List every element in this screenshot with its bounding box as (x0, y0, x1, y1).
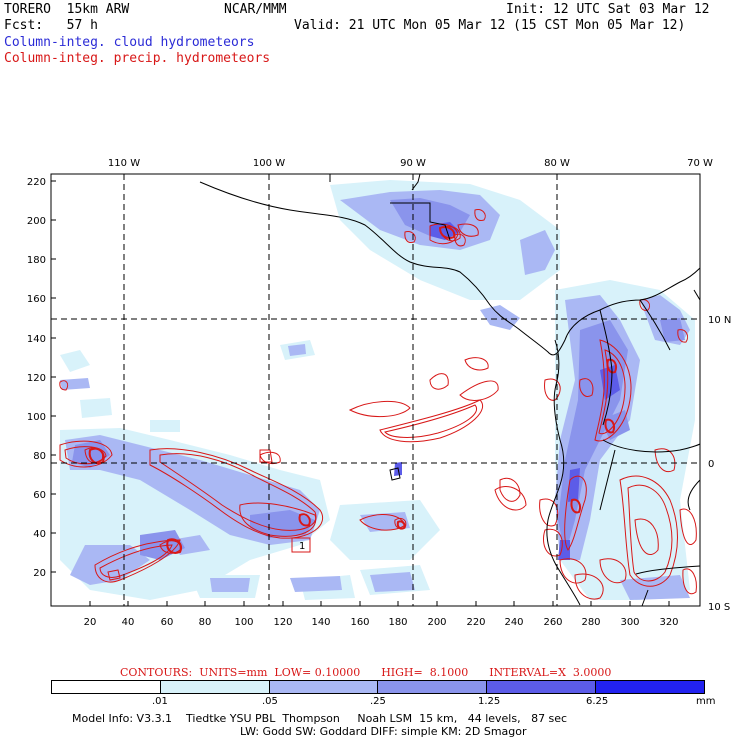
y-tick-label: 100 (27, 412, 46, 423)
color-bar-bin (596, 681, 704, 693)
x-tick-label: 260 (543, 617, 562, 628)
plot-frame (50, 173, 701, 607)
x-tick-label: 100 (234, 617, 253, 628)
org-name: NCAR/MMM (224, 2, 287, 17)
x-tick-label: 120 (273, 617, 292, 628)
y-axis-labels: 220 200 180 160 140 120 100 80 60 40 20 (27, 177, 46, 579)
latitude-labels: 10 N 0 10 S (708, 315, 731, 613)
color-bar-bin (378, 681, 488, 693)
x-tick-label: 80 (199, 617, 212, 628)
lon-label: 70 W (687, 158, 713, 169)
lat-label: 0 (708, 459, 714, 470)
y-tick-label: 60 (33, 490, 46, 501)
longitude-labels: 110 W 100 W 90 W 80 W 70 W (108, 158, 713, 169)
x-tick-label: 20 (84, 617, 97, 628)
y-tick-label: 120 (27, 373, 46, 384)
y-tick-label: 220 (27, 177, 46, 188)
x-tick-label: 60 (161, 617, 174, 628)
x-axis-labels: 20 40 60 80 100 120 140 160 180 200 220 … (84, 617, 679, 628)
lat-label: 10 N (708, 315, 731, 326)
precip-contours-heavy (88, 226, 618, 554)
forecast-hour: Fcst: 57 h (4, 18, 98, 33)
x-tick-label: 300 (620, 617, 639, 628)
y-tick-label: 140 (27, 334, 46, 345)
x-tick-label: 320 (659, 617, 678, 628)
valid-time: Valid: 21 UTC Mon 05 Mar 12 (15 CST Mon … (294, 18, 686, 33)
x-tick-label: 200 (427, 617, 446, 628)
model-name: TORERO 15km ARW (4, 2, 130, 17)
low-marker-box (291, 537, 311, 553)
y-tick-label: 40 (33, 529, 46, 540)
contours-info: CONTOURS: UNITS=mm LOW= 0.10000 HIGH= 8.… (120, 666, 612, 679)
lon-label: 80 W (544, 158, 570, 169)
lon-label: 90 W (400, 158, 426, 169)
init-time: Init: 12 UTC Sat 03 Mar 12 (506, 2, 710, 17)
y-tick-label: 200 (27, 216, 46, 227)
coastlines (199, 173, 701, 607)
x-tick-label: 140 (311, 617, 330, 628)
color-bar-label: .01 (152, 696, 168, 707)
low-marker-label: 1 (299, 541, 305, 552)
y-tick-label: 160 (27, 294, 46, 305)
color-bar-label: 6.25 (586, 696, 609, 707)
field-precip-label: Column-integ. precip. hydrometeors (4, 51, 271, 66)
color-bar-unit: mm (696, 696, 716, 707)
physics-info: LW: Godd SW: Goddard DIFF: simple KM: 2D… (240, 725, 527, 738)
color-bar-bin (269, 681, 379, 693)
precip-contours (59, 209, 697, 600)
y-tick-label: 80 (33, 451, 46, 462)
y-axis-ticks (51, 180, 56, 573)
field-cloud-label: Column-integ. cloud hydrometeors (4, 35, 255, 50)
x-axis-ticks (89, 601, 670, 606)
lon-label: 110 W (108, 158, 140, 169)
x-tick-label: 160 (350, 617, 369, 628)
lat-label: 10 S (708, 602, 730, 613)
x-tick-label: 280 (581, 617, 600, 628)
model-info: Model Info: V3.3.1 Tiedtke YSU PBL Thomp… (72, 712, 568, 725)
lat-lon-grid (51, 174, 700, 606)
color-bar (51, 680, 705, 694)
color-bar-bin (52, 681, 161, 693)
y-tick-label: 180 (27, 255, 46, 266)
x-tick-label: 180 (388, 617, 407, 628)
x-tick-label: 240 (504, 617, 523, 628)
lon-label: 100 W (253, 158, 285, 169)
color-bar-bin (160, 681, 270, 693)
color-bar-label: .25 (370, 696, 386, 707)
x-tick-label: 40 (122, 617, 135, 628)
color-bar-label: 1.25 (478, 696, 501, 707)
color-bar-label: .05 (262, 696, 278, 707)
x-tick-label: 220 (466, 617, 485, 628)
color-bar-bin (487, 681, 597, 693)
y-tick-label: 20 (33, 568, 46, 579)
